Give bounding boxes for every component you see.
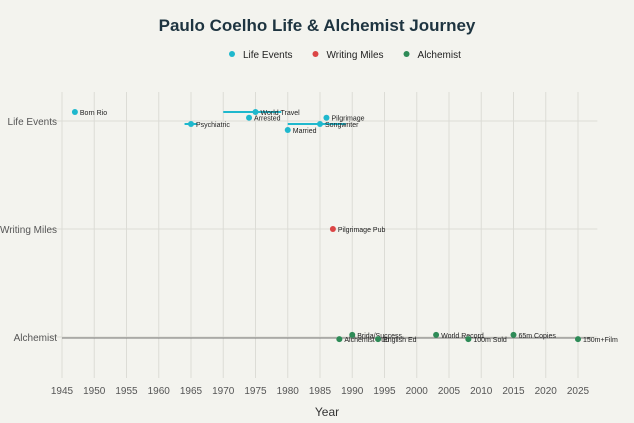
data-label: World Record [441, 333, 484, 340]
x-tick-label: 1970 [212, 386, 235, 397]
data-point [188, 120, 194, 127]
legend-label: Life Events [243, 50, 292, 61]
legend-marker [403, 51, 410, 57]
legend-marker [229, 51, 235, 57]
data-point [336, 336, 343, 343]
data-label: Married [293, 128, 317, 135]
data-label: Pilgrimage Pub [338, 227, 386, 234]
data-point [433, 331, 440, 338]
data-label: 150m+Film [583, 337, 618, 344]
x-tick-label: 1990 [341, 386, 364, 397]
data-label: Born Rio [80, 110, 107, 117]
grid: 1945 1950 1955 1960 1965 1970 1975 1980 1985 1990… [0, 92, 598, 397]
x-tick-label: 1975 [244, 386, 267, 397]
data-label: World Travel [261, 110, 301, 117]
data-point [323, 114, 330, 121]
data-point [465, 336, 472, 343]
x-tick-label: 2020 [535, 386, 558, 397]
data-label: Songwriter [325, 122, 359, 129]
data-point [349, 331, 356, 338]
data-label: English Ed [383, 337, 417, 344]
legend-label: Alchemist [418, 50, 462, 61]
x-tick-label: 2015 [502, 386, 525, 397]
data-point [252, 109, 259, 116]
data-point [329, 226, 336, 232]
x-tick-label: 2025 [567, 386, 590, 397]
legend-label: Writing Miles [326, 50, 383, 61]
y-tick-label: Life Events [8, 117, 57, 128]
y-tick-label: Writing Miles [0, 225, 57, 236]
chart-title: Paulo Coelho Life & Alchemist Journey [159, 16, 476, 35]
x-tick-label: 1945 [51, 386, 74, 397]
x-tick-label: 2010 [470, 386, 493, 397]
legend: Life Events Writing Miles Alchemist [229, 50, 461, 61]
x-axis-label: Year [315, 405, 339, 419]
x-tick-label: 1980 [277, 386, 300, 397]
data-point [71, 109, 78, 116]
x-tick-label: 1965 [180, 386, 203, 397]
data-point [246, 114, 253, 121]
x-tick-label: 2000 [406, 386, 429, 397]
data-point [317, 120, 323, 127]
data-label: 65m Copies [519, 333, 557, 340]
x-tick-label: 1995 [373, 386, 396, 397]
y-tick-label: Alchemist [14, 333, 58, 344]
data-label: Psychiatric [196, 122, 230, 129]
x-tick-label: 2005 [438, 386, 461, 397]
data-point [575, 336, 581, 343]
data-point [375, 336, 382, 343]
x-tick-label: 1960 [148, 386, 171, 397]
legend-marker [312, 51, 319, 57]
data-point [510, 331, 517, 338]
data-label: Arrested [254, 116, 281, 123]
x-tick-label: 1955 [115, 386, 138, 397]
data-label: Alchemist Pub [344, 337, 389, 344]
x-tick-label: 1950 [83, 386, 106, 397]
data-label: Pilgrimage [331, 116, 364, 123]
data-label: Brida/Success [357, 333, 402, 340]
data-label: 100m Sold [473, 337, 507, 344]
data-point [284, 126, 291, 133]
x-tick-label: 1985 [309, 386, 332, 397]
